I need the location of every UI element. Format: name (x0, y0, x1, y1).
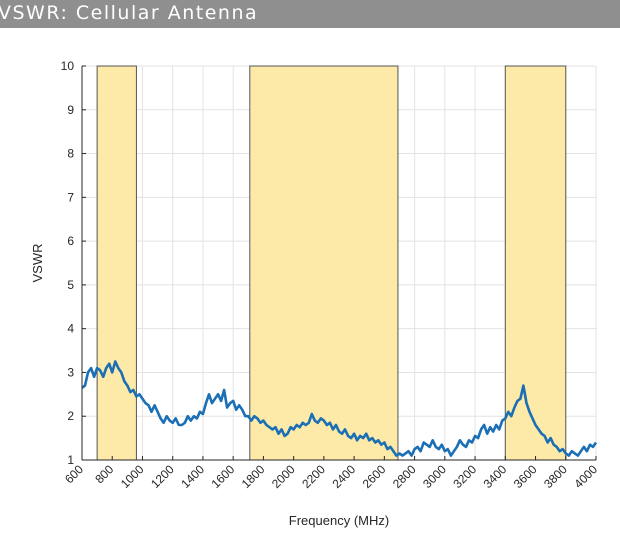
x-tick-label: 2600 (360, 462, 389, 491)
y-tick-label: 6 (67, 234, 74, 248)
x-tick-label: 4000 (571, 462, 600, 491)
x-tick-label: 3800 (541, 462, 570, 491)
y-tick-label: 9 (67, 103, 74, 117)
x-tick-label: 1800 (239, 462, 268, 491)
x-tick-label: 1600 (209, 462, 238, 491)
x-tick-label: 3600 (511, 462, 540, 491)
x-tick-label: 2400 (329, 462, 358, 491)
y-tick-label: 3 (67, 365, 74, 379)
x-tick-label: 1000 (118, 462, 147, 491)
x-tick-label: 2200 (299, 462, 328, 491)
y-tick-label: 8 (67, 147, 74, 161)
x-tick-label: 1400 (178, 462, 207, 491)
x-tick-label: 3400 (481, 462, 510, 491)
vswr-series-line (81, 360, 598, 457)
y-tick-label: 7 (67, 190, 74, 204)
chart-title: VSWR: Cellular Antenna (0, 2, 259, 24)
y-tick-label: 2 (67, 409, 74, 423)
x-tick-label: 3000 (420, 462, 449, 491)
x-axis-label: Frequency (MHz) (289, 513, 389, 528)
x-tick-label: 1200 (148, 462, 177, 491)
y-tick-label: 5 (67, 278, 74, 292)
y-axis-label: VSWR (30, 244, 45, 283)
x-tick-label: 3200 (450, 462, 479, 491)
x-tick-label: 2800 (390, 462, 419, 491)
x-tick-label: 2000 (269, 462, 298, 491)
y-tick-label: 1 (67, 453, 74, 467)
frequency-band-3 (504, 65, 567, 461)
y-tick-label: 4 (67, 322, 74, 336)
y-tick-label: 10 (61, 59, 75, 73)
title-bar: VSWR: Cellular Antenna (0, 0, 620, 28)
frequency-band-1 (96, 65, 137, 461)
frequency-band-2 (249, 65, 399, 461)
x-tick-label: 600 (62, 462, 86, 486)
x-tick-label: 800 (92, 462, 116, 486)
